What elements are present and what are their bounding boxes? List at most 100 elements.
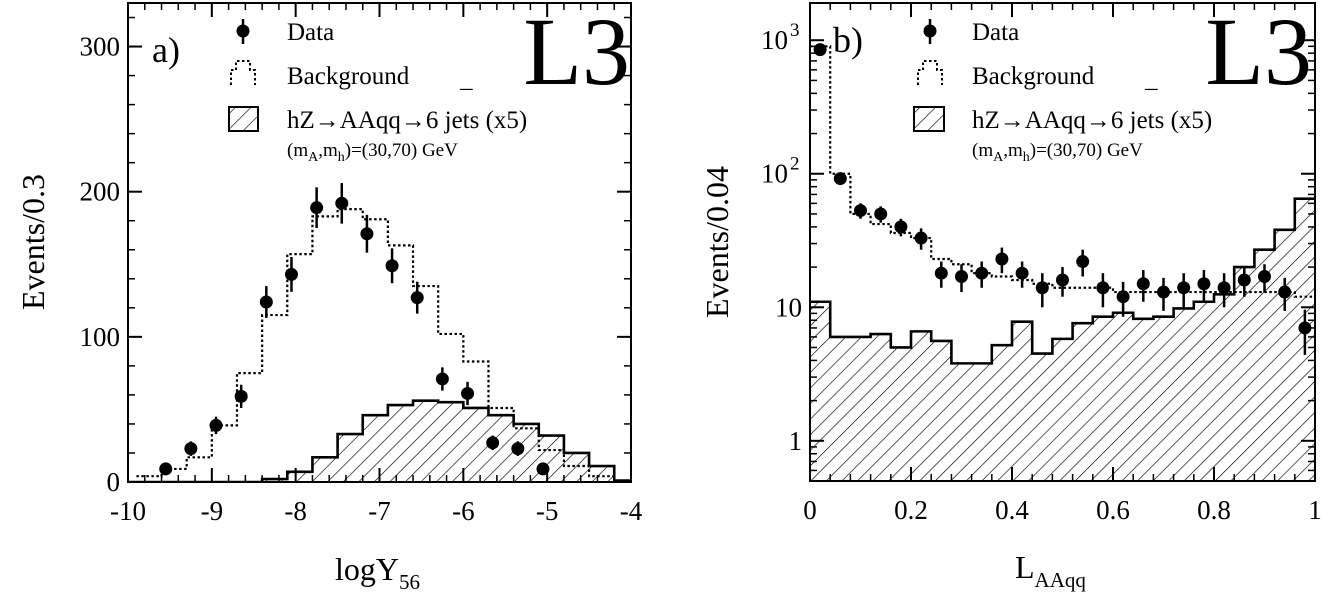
legend-background-marker-b <box>917 60 943 85</box>
legend-data-marker-b <box>923 19 937 44</box>
legend-background-marker-a <box>230 60 256 85</box>
signal-layer-a <box>128 399 631 482</box>
legend-data-marker-a <box>236 19 250 44</box>
x-tick-label-b: 0.8 <box>1197 495 1231 525</box>
y-tick-label-a: 100 <box>80 322 121 352</box>
y-tick-exponent-b: 2 <box>790 154 800 175</box>
data-marker <box>1217 281 1231 295</box>
data-marker <box>310 201 324 215</box>
legend-mass-sub-a-b: A <box>993 150 1004 165</box>
data-marker <box>335 196 349 210</box>
data-point-b-4 <box>894 218 908 237</box>
data-marker <box>1035 281 1049 295</box>
data-point-a-1 <box>184 441 198 456</box>
x-tick-label-a: -5 <box>536 496 559 526</box>
y-tick-label-a: 0 <box>107 467 121 497</box>
legend-data-label-a: Data <box>287 19 334 46</box>
data-marker <box>259 295 273 309</box>
data-marker <box>511 442 525 456</box>
data-marker <box>1056 273 1069 287</box>
data-point-b-10 <box>1015 261 1029 288</box>
legend-signal-mass-a: (mA,mh)=(30,70) GeV <box>287 140 458 165</box>
data-marker <box>975 266 989 280</box>
data-point-b-16 <box>1136 270 1150 302</box>
legend-background-label-a: Background <box>287 63 410 90</box>
legend-mass-m2-b: ,m <box>1003 140 1023 161</box>
data-point-b-0 <box>813 43 827 57</box>
data-marker <box>209 418 223 432</box>
y-tick-exponent-b: 3 <box>790 20 800 41</box>
y-axis-title-a: Events/0.3 <box>15 174 51 310</box>
data-marker <box>284 267 298 281</box>
legend-mass-m2-a: ,m <box>318 140 338 161</box>
x-axis-title-main-b: L <box>1015 549 1035 585</box>
legend-signal-marker-b <box>913 106 945 132</box>
x-axis-title-main-a: logY <box>335 551 399 587</box>
legend-signal-tail-a: 6 jets (x5) <box>426 107 527 134</box>
data-point-b-1 <box>833 172 847 186</box>
signal-layer-b <box>810 197 1315 481</box>
data-point-b-8 <box>975 261 989 288</box>
data-marker <box>833 172 847 186</box>
x-tick-label-b: 0.4 <box>995 495 1029 525</box>
data-marker <box>1298 321 1312 335</box>
data-point-a-8 <box>360 214 374 253</box>
data-marker <box>461 386 475 400</box>
data-marker <box>1237 273 1251 287</box>
data-point-b-23 <box>1278 277 1292 311</box>
y-tick-label-b: 10 <box>761 159 788 189</box>
signal-histogram-outline-b <box>810 197 1315 365</box>
data-point-a-10 <box>410 281 424 314</box>
data-marker <box>894 220 908 234</box>
data-point-b-22 <box>1258 264 1271 293</box>
legend-mass-sub-a-a: A <box>308 150 319 165</box>
plot-frame-b <box>809 2 1316 482</box>
data-marker <box>1116 290 1130 304</box>
panel-label-a: a) <box>152 30 180 70</box>
data-point-b-13 <box>1076 249 1090 277</box>
x-tick-label-a: -8 <box>284 496 307 526</box>
data-point-a-6 <box>310 187 324 228</box>
legend-signal-marker-a <box>228 106 259 132</box>
y-tick-label-b: 1 <box>789 426 803 456</box>
data-point-a-0 <box>159 462 173 476</box>
data-marker <box>1258 270 1271 284</box>
data-marker <box>1136 277 1150 291</box>
data-marker <box>854 204 867 218</box>
data-point-a-7 <box>335 182 349 224</box>
x-tick-label-b: 0 <box>803 495 817 525</box>
legend-mass-m1-a: (m <box>287 140 308 161</box>
data-marker <box>995 252 1009 266</box>
legend-signal-tail-b: 6 jets (x5) <box>1111 107 1212 134</box>
y-tick-label-a: 200 <box>80 177 121 207</box>
x-axis-title-b: LAAqq <box>1015 549 1086 592</box>
signal-histogram-fill-a <box>128 400 631 482</box>
signal-histogram-outline-a <box>128 399 631 482</box>
data-marker <box>1197 277 1211 291</box>
y-tick-label-b: 10 <box>761 25 788 55</box>
legend-signal-main-a: hZ→AAqq→ <box>287 107 426 134</box>
x-axis-title-sub-a: 56 <box>399 570 420 594</box>
legend-mass-tail-a: )=(30,70) GeV <box>345 140 458 161</box>
data-point-b-17 <box>1157 277 1170 311</box>
legend-data-label-b: Data <box>972 19 1019 46</box>
x-tick-label-a: -10 <box>110 496 146 526</box>
x-tick-label-a: -4 <box>620 496 643 526</box>
data-point-b-5 <box>914 228 928 250</box>
x-tick-label-a: -6 <box>452 496 475 526</box>
data-point-b-3 <box>874 206 888 223</box>
legend-signal-main-b: hZ→AAqq→ <box>972 107 1111 134</box>
data-marker <box>934 266 948 280</box>
x-axis-title-sub-b: AAqq <box>1035 568 1087 592</box>
data-point-b-7 <box>955 264 968 293</box>
legend-mass-m1-b: (m <box>972 140 993 161</box>
x-tick-label-b: 0.2 <box>894 495 928 525</box>
data-point-a-2 <box>209 416 223 435</box>
data-point-a-3 <box>234 384 248 408</box>
legend-mass-sub-h-b: h <box>1023 150 1030 165</box>
legend-signal-mass-b: (mA,mh)=(30,70) GeV <box>972 140 1143 165</box>
legend-mass-sub-h-a: h <box>338 150 345 165</box>
